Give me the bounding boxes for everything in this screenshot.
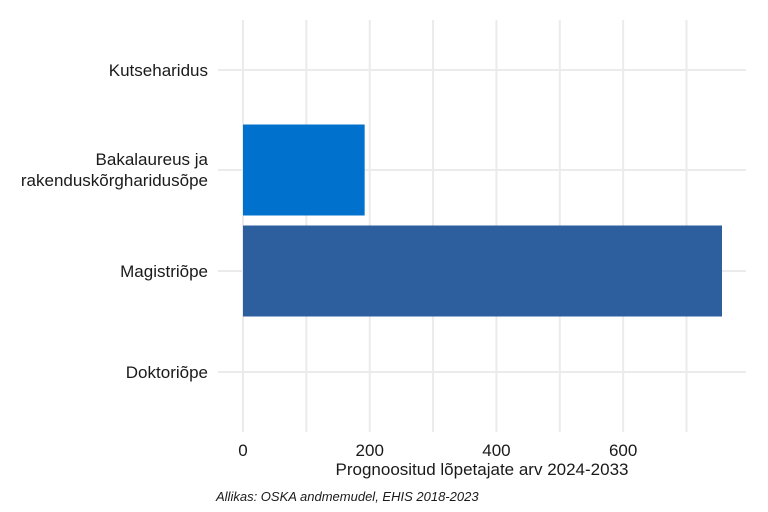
category-label: Bakalaureus ja rakenduskõrgharidusõpe [20, 150, 208, 190]
x-tick-label: 600 [609, 441, 637, 460]
category-label: Doktoriõpe [125, 362, 208, 382]
x-tick-label: 400 [482, 441, 510, 460]
category-label: Magistriõpe [120, 261, 208, 281]
bar-1 [243, 124, 365, 216]
x-tick-label: 0 [238, 441, 247, 460]
category-label: Kutseharidus [108, 60, 208, 80]
x-axis-label: Prognoositud lõpetajate arv 2024-2033 [335, 460, 629, 479]
bar-2 [243, 225, 722, 317]
x-tick-label: 200 [356, 441, 384, 460]
source-caption: Allikas: OSKA andmemudel, EHIS 2018-2023 [216, 489, 479, 504]
